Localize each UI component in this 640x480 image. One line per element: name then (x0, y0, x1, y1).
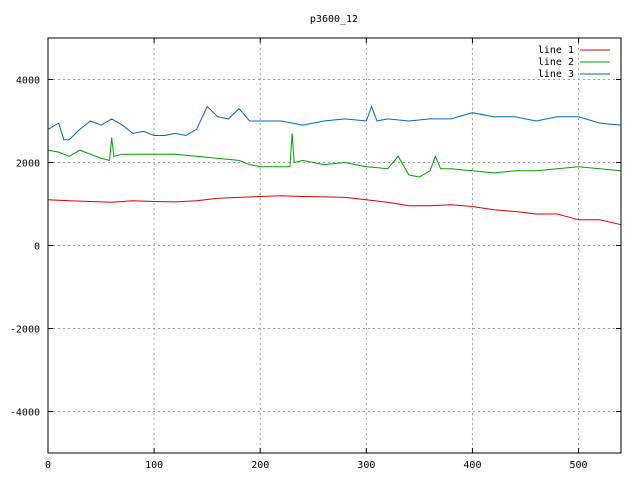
y-tick-label: 4000 (16, 76, 40, 87)
ticks: 0 100 200 300 400 500 -4000 -2000 0 2000 4000 (10, 38, 621, 471)
series-line-2 (47, 133, 622, 178)
legend-label-1: line 1 (538, 45, 574, 56)
x-tick-label: 500 (570, 460, 588, 471)
legend-label-3: line 3 (538, 69, 574, 80)
x-tick-label: 400 (463, 460, 481, 471)
grid (48, 38, 621, 453)
y-tick-label: 2000 (16, 159, 40, 170)
y-tick-label: -2000 (10, 325, 40, 336)
x-tick-label: 300 (357, 460, 375, 471)
y-tick-label: 0 (34, 242, 40, 253)
series-line-1 (47, 195, 622, 226)
legend-label-2: line 2 (538, 57, 574, 68)
x-tick-label: 200 (251, 460, 269, 471)
x-tick-label: 0 (45, 460, 51, 471)
y-tick-label: -4000 (10, 408, 40, 419)
series-group (47, 105, 622, 226)
chart-title: p3600_12 (310, 14, 358, 25)
x-tick-label: 100 (145, 460, 163, 471)
series-line-3 (47, 105, 622, 141)
